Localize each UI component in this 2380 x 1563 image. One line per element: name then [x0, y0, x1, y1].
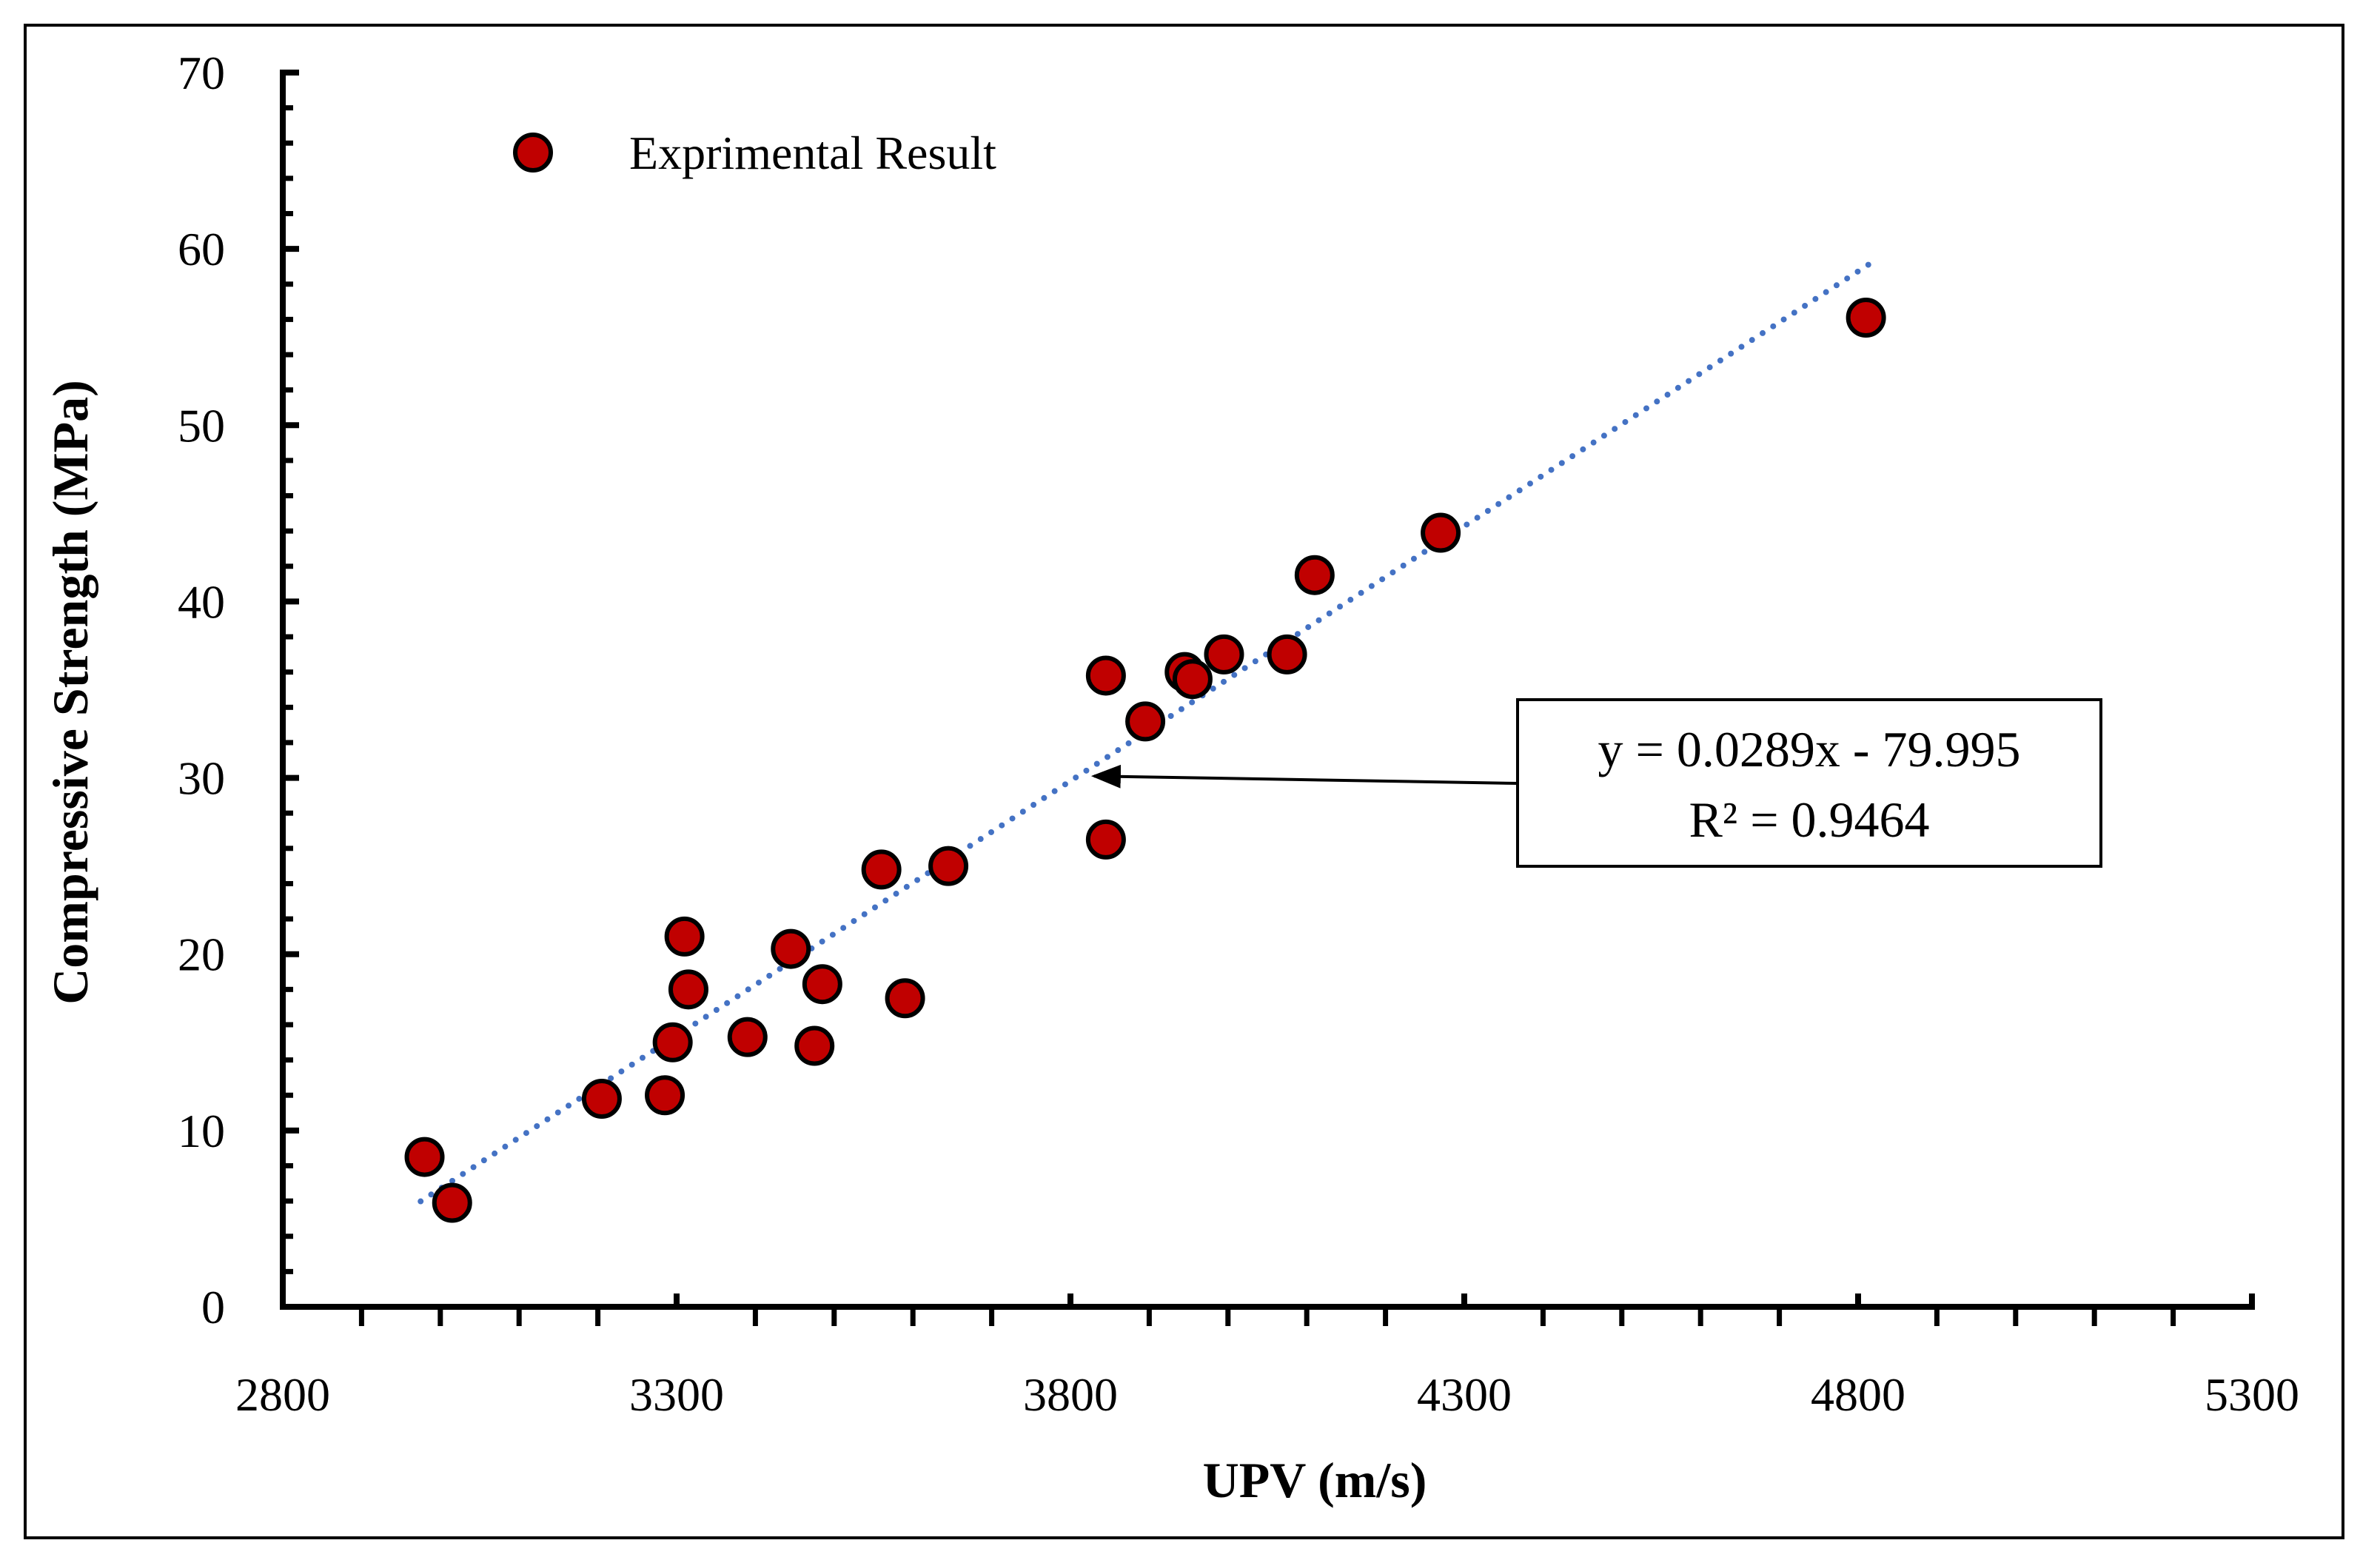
- y-tick-label: 70: [178, 47, 225, 99]
- data-point: [1267, 634, 1307, 675]
- data-point: [802, 964, 842, 1005]
- data-point: [1846, 298, 1886, 338]
- equation-box: y = 0.0289x - 79.995 R² = 0.9464: [1516, 698, 2102, 868]
- data-point: [652, 1022, 693, 1062]
- legend-marker: [513, 133, 553, 173]
- data-point: [1204, 634, 1244, 675]
- r-squared-label: R² = 0.9464: [1689, 791, 1929, 848]
- equation-arrow: [1090, 764, 1518, 789]
- data-point: [1085, 819, 1126, 860]
- y-axis-title: Compressive Strength (MPa): [42, 380, 98, 1005]
- data-point: [794, 1025, 835, 1066]
- y-tick-label: 30: [178, 752, 225, 805]
- data-point: [861, 849, 902, 890]
- trendline-equation: y = 0.0289x - 79.995: [1598, 721, 2021, 777]
- data-point: [1421, 512, 1461, 553]
- data-point: [581, 1078, 622, 1119]
- data-point: [771, 928, 811, 969]
- legend-label: Exprimental Result: [629, 127, 996, 179]
- x-tick-label: 5300: [2205, 1368, 2299, 1421]
- y-tick-label: 40: [178, 575, 225, 628]
- data-point: [668, 969, 708, 1010]
- legend: Exprimental Result: [513, 127, 996, 179]
- x-tick-label: 4800: [1811, 1368, 1905, 1421]
- data-point: [885, 978, 925, 1019]
- x-tick-label: 2800: [235, 1368, 330, 1421]
- data-point: [664, 916, 705, 957]
- equation-box-frame: [1516, 698, 2102, 868]
- chart-frame: [24, 24, 2344, 1539]
- y-tick-label: 0: [201, 1281, 225, 1333]
- data-points: [404, 298, 1886, 1223]
- x-tick-label: 3300: [629, 1368, 724, 1421]
- x-axis-title: UPV (m/s): [1203, 1452, 1427, 1508]
- x-tick-label: 3800: [1023, 1368, 1118, 1421]
- data-point: [928, 846, 969, 886]
- data-point: [1172, 659, 1213, 700]
- y-tick-label: 10: [178, 1105, 225, 1157]
- data-point: [645, 1075, 685, 1116]
- data-point: [1294, 555, 1335, 595]
- data-point: [1085, 655, 1126, 696]
- axes: [280, 73, 2252, 1310]
- data-point: [1125, 701, 1166, 742]
- data-point: [727, 1017, 768, 1057]
- y-tick-label: 20: [178, 928, 225, 981]
- axis-ticks: 0 10 20 30 40 50 60 70 2800 3300 3800 4300 4800 5300: [178, 47, 2299, 1421]
- data-point: [432, 1182, 472, 1223]
- data-point: [404, 1137, 445, 1177]
- x-tick-label: 4300: [1417, 1368, 1512, 1421]
- y-tick-label: 60: [178, 223, 225, 275]
- y-tick-label: 50: [178, 399, 225, 452]
